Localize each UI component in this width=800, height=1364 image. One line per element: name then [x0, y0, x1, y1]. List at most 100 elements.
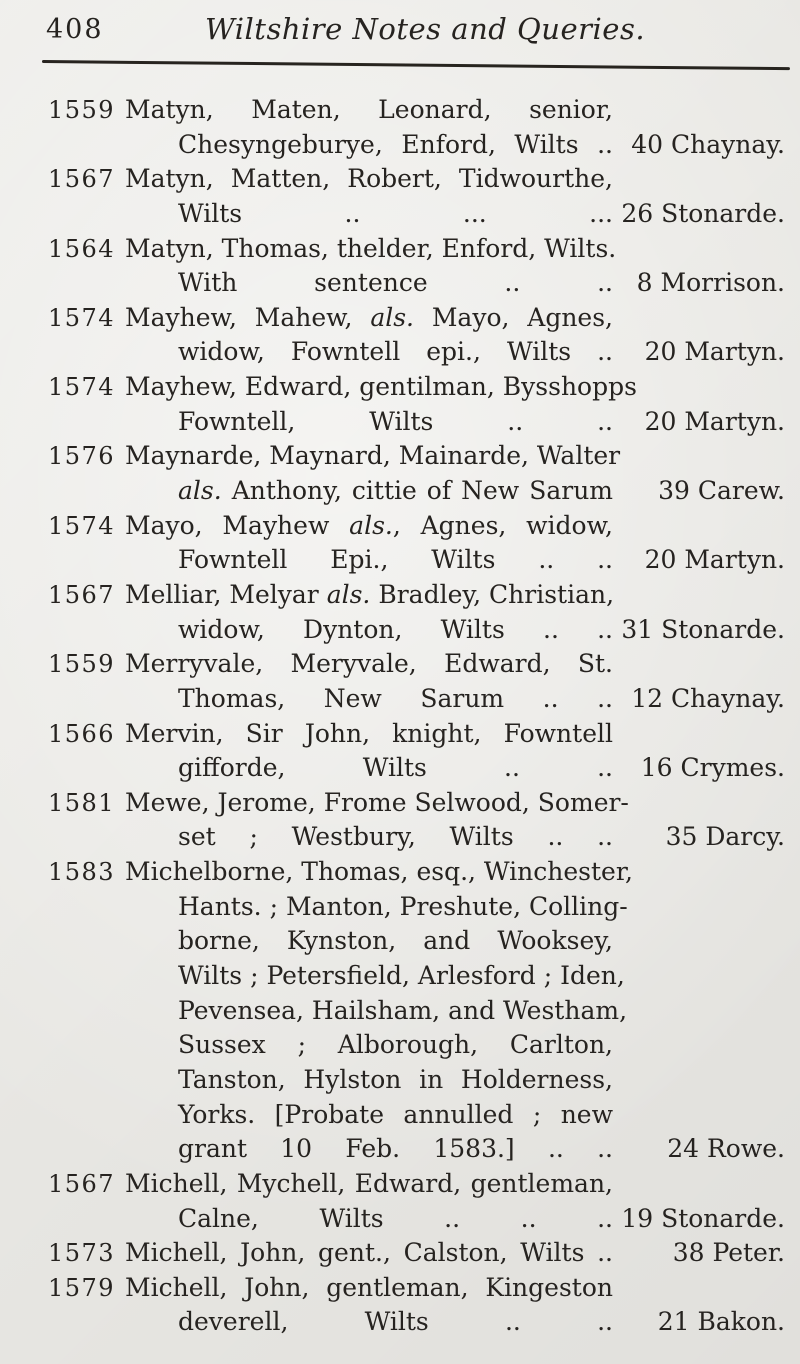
entry-text-segment: Wilts .. ... ... [178, 198, 613, 228]
entry-line: 1581 Mewe, Jerome, Frome Selwood, Somer- [48, 786, 785, 821]
entry-text-segment: Michell, Mychell, Edward, gentleman, [125, 1168, 613, 1198]
entry-ref: 24 Rowe. [667, 1134, 785, 1164]
entry-text-segment: widow, Dynton, Wilts .. .. [178, 614, 613, 644]
entry-text: Matyn, Maten, Leonard, senior, [125, 93, 613, 128]
entry-text-segment: gifforde, Wilts .. .. [178, 753, 613, 783]
entry-text-segment: Matyn, Maten, Leonard, senior, [125, 95, 613, 124]
entry-text-segment: Mayo, Mayhew [125, 510, 350, 540]
entry-text-segment: Michell, John, gentleman, Kingeston [125, 1272, 613, 1302]
entry-line: 1559 Merryvale, Meryvale, Edward, St. [48, 647, 785, 682]
entry-line: grant 10 Feb. 1583.] .. .. 24 Rowe. [48, 1132, 785, 1167]
entry-text-segment: Melliar, Melyar [125, 579, 327, 609]
entry-line: Wilts ; Petersfield, Arlesford ; Iden, [48, 959, 785, 994]
entry-text: Maynarde, Maynard, Mainarde, Walter [125, 439, 620, 474]
entry-text-segment: Mayhew, Edward, gentilman, Bysshopps [125, 372, 637, 402]
entry-year: 1581 [48, 788, 116, 817]
entry-text: Tanston, Hylston in Holderness, [125, 1063, 613, 1098]
entry-line: 1579 Michell, John, gentleman, Kingeston [48, 1271, 785, 1306]
entry-text: Michelborne, Thomas, esq., Winchester, [125, 855, 633, 890]
entry-ref: 20 Martyn. [644, 545, 785, 575]
entry-text-segment: Pevensea, Hailsham, and Westham, [178, 995, 628, 1025]
entry-text: Matyn, Matten, Robert, Tidwourthe, [125, 162, 613, 197]
entry-text-segment: Thomas, New Sarum .. .. [178, 683, 613, 713]
entry-line: deverell, Wilts .. .. 21 Bakon. [48, 1305, 785, 1340]
entry-ref: 40 Chaynay. [631, 129, 785, 159]
entry-text-segment: Yorks. [Probate annulled ; new [178, 1099, 613, 1129]
entry-line: 1583 Michelborne, Thomas, esq., Winchest… [48, 855, 785, 890]
entry-text-segment: With sentence .. .. [178, 268, 613, 298]
entry-year: 1579 [48, 1273, 116, 1302]
entry-line: Fowntell, Wilts .. .. 20 Martyn. [48, 405, 785, 440]
entry-text-segment: Bradley, Christian, [370, 579, 615, 609]
entry-year: 1573 [48, 1239, 116, 1268]
entry-text-segment: Michelborne, Thomas, esq., Winchester, [125, 857, 633, 887]
header-rule [41, 60, 790, 70]
entry-ref: 31 Stonarde. [621, 614, 785, 644]
entry-year: 1566 [48, 719, 116, 748]
entry-line: Yorks. [Probate annulled ; new [48, 1098, 785, 1133]
entry-year: 1567 [48, 580, 116, 609]
entry-line: borne, Kynston, and Wooksey, [48, 924, 785, 959]
entry-text-segment: Mervin, Sir John, knight, Fowntell [125, 718, 613, 748]
entry-text-segment: set ; Westbury, Wilts .. .. [178, 822, 613, 852]
entry-year: 1567 [48, 165, 116, 194]
entry-ref: 8 Morrison. [636, 268, 785, 298]
entry-text-segment: Mayhew, Mahew, [125, 302, 371, 332]
entry-text: Wilts .. ... ... [125, 197, 613, 232]
entry-line: widow, Dynton, Wilts .. .. 31 Stonarde. [48, 613, 785, 648]
entry-line: 1574 Mayo, Mayhew als., Agnes, widow, [48, 509, 785, 544]
entry-text: Michell, Mychell, Edward, gentleman, [125, 1167, 613, 1202]
entry-text-segment: Anthony, cittie of New Sarum [221, 476, 613, 506]
entry-text: set ; Westbury, Wilts .. .. [125, 820, 613, 855]
entry-text-segment: Matyn, Matten, Robert, Tidwourthe, [125, 164, 613, 194]
entry-text-segment: Mewe, Jerome, Frome Selwood, Somer- [125, 787, 629, 817]
entry-line: 1574 Mayhew, Edward, gentilman, Bysshopp… [48, 370, 785, 405]
entry-text: Fowntell Epi., Wilts .. .. [125, 543, 613, 578]
entry-ref: 20 Martyn. [644, 406, 785, 436]
entry-ref: 19 Stonarde. [621, 1203, 785, 1233]
entry-text-segment: Wilts ; Petersfield, Arlesford ; Iden, [178, 961, 625, 991]
entry-year: 1576 [48, 442, 116, 471]
entry-line: With sentence .. .. 8 Morrison. [48, 266, 785, 301]
entry-year: 1583 [48, 858, 116, 887]
entry-text: Yorks. [Probate annulled ; new [125, 1098, 613, 1133]
entry-year: 1574 [48, 373, 116, 402]
entry-text: Matyn, Thomas, thelder, Enford, Wilts. [125, 232, 617, 267]
entry-text: Pevensea, Hailsham, and Westham, [125, 994, 627, 1029]
entry-line: Fowntell Epi., Wilts .. .. 20 Martyn. [48, 543, 785, 578]
entry-line: Sussex ; Alborough, Carlton, [48, 1028, 785, 1063]
entry-text: widow, Fowntell epi., Wilts .. [125, 335, 613, 370]
entry-ref: 20 Martyn. [644, 337, 785, 367]
entry-year: 1559 [48, 96, 116, 124]
entry-text-segment: grant 10 Feb. 1583.] .. .. [178, 1134, 613, 1164]
entry-text: als. Anthony, cittie of New Sarum [125, 474, 613, 509]
entry-ref: 21 Bakon. [657, 1307, 785, 1337]
entry-text-segment: Mayo, Agnes, [414, 302, 614, 332]
entry-text: Wilts ; Petersfield, Arlesford ; Iden, [125, 959, 625, 994]
entry-text: Merryvale, Meryvale, Edward, St. [125, 647, 613, 682]
entry-text-segment: Merryvale, Meryvale, Edward, St. [125, 649, 613, 679]
entry-line: als. Anthony, cittie of New Sarum 39 Car… [48, 474, 785, 509]
entry-text: Sussex ; Alborough, Carlton, [125, 1028, 613, 1063]
entry-text-segment: Fowntell, Wilts .. .. [178, 406, 613, 436]
entry-line: gifforde, Wilts .. .. 16 Crymes. [48, 751, 785, 786]
entry-line: 1576 Maynarde, Maynard, Mainarde, Walter [48, 439, 785, 474]
entry-text: borne, Kynston, and Wooksey, [125, 924, 613, 959]
entry-line: Hants. ; Manton, Preshute, Colling- [48, 890, 785, 925]
entry-year: 1567 [48, 1169, 116, 1198]
entry-text: Hants. ; Manton, Preshute, Colling- [125, 890, 628, 925]
entry-text-segment: widow, Fowntell epi., Wilts .. [178, 337, 613, 367]
entry-line: Chesyngeburye, Enford, Wilts .. 40 Chayn… [48, 128, 785, 163]
entry-text: Mewe, Jerome, Frome Selwood, Somer- [125, 786, 629, 821]
page-number: 408 [46, 14, 104, 45]
entry-text: Mayo, Mayhew als., Agnes, widow, [125, 509, 613, 544]
entry-ref: 39 Carew. [658, 476, 785, 506]
entry-line: 1567 Matyn, Matten, Robert, Tidwourthe, [48, 162, 785, 197]
entry-text-segment: Matyn, Thomas, thelder, Enford, Wilts. [125, 233, 617, 263]
entry-line: widow, Fowntell epi., Wilts .. 20 Martyn… [48, 335, 785, 370]
entry-text-segment: Fowntell Epi., Wilts .. .. [178, 545, 613, 575]
entry-text: Michell, John, gentleman, Kingeston [125, 1271, 613, 1306]
entry-line: 1574 Mayhew, Mahew, als. Mayo, Agnes, [48, 301, 785, 336]
entry-text: widow, Dynton, Wilts .. .. [125, 613, 613, 648]
entry-text: deverell, Wilts .. .. [125, 1305, 613, 1340]
